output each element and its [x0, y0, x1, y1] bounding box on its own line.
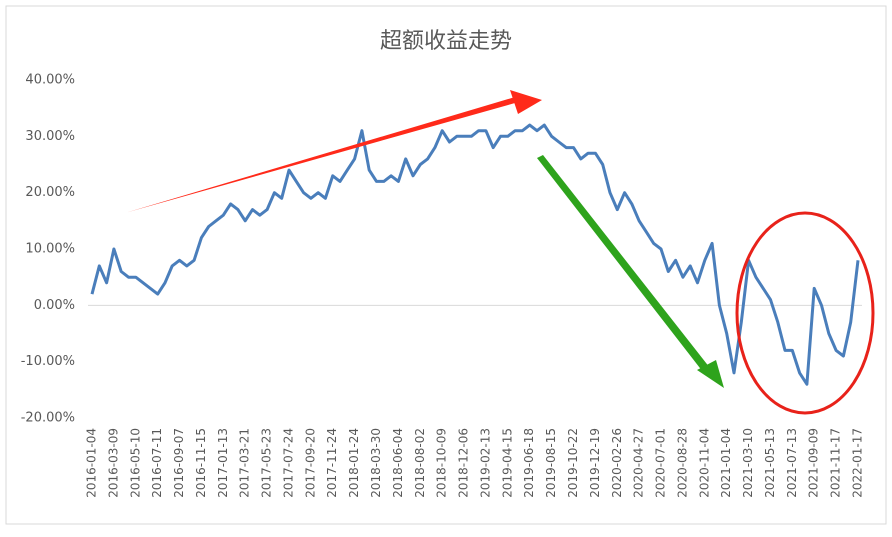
- green-arrow-head: [697, 360, 724, 388]
- y-tick-label: -10.00%: [21, 354, 75, 369]
- x-tick-label: 2018-01-24: [347, 428, 361, 498]
- x-tick-label: 2017-11-24: [325, 428, 339, 498]
- x-tick-label: 2020-11-04: [697, 428, 711, 498]
- x-tick-label: 2016-11-15: [194, 428, 208, 498]
- y-tick-label: 30.00%: [25, 129, 75, 144]
- x-tick-label: 2019-02-13: [478, 428, 492, 498]
- x-tick-label: 2019-04-15: [500, 428, 514, 498]
- y-tick-label: 20.00%: [25, 185, 75, 200]
- x-tick-label: 2022-01-17: [851, 428, 865, 498]
- x-tick-label: 2021-03-10: [741, 428, 755, 498]
- x-tick-label: 2017-03-21: [238, 428, 252, 498]
- x-tick-label: 2020-08-28: [675, 428, 689, 498]
- x-tick-label: 2018-08-02: [413, 428, 427, 498]
- y-tick-label: -20.00%: [21, 411, 75, 426]
- x-tick-label: 2020-02-26: [610, 428, 624, 498]
- chart-frame: [5, 5, 887, 525]
- x-tick-label: 2021-09-09: [807, 428, 821, 498]
- highlight-circle: [735, 211, 875, 415]
- x-tick-label: 2017-07-24: [281, 428, 295, 498]
- x-tick-label: 2019-06-18: [522, 428, 536, 498]
- data-line: [90, 123, 860, 386]
- y-tick-label: 0.00%: [34, 298, 75, 313]
- x-tick-label: 2016-05-10: [128, 428, 142, 498]
- x-tick-label: 2018-06-04: [391, 428, 405, 498]
- chart-title: 超额收益走势: [380, 29, 512, 54]
- x-tick-label: 2019-10-22: [566, 428, 580, 498]
- y-tick-label: 40.00%: [25, 73, 75, 88]
- x-tick-label: 2019-12-19: [588, 428, 602, 498]
- x-tick-label: 2017-05-23: [260, 428, 274, 498]
- x-tick-label: 2016-07-11: [150, 428, 164, 498]
- x-tick-label: 2021-07-13: [785, 428, 799, 498]
- x-tick-label: 2016-01-04: [85, 428, 99, 498]
- x-tick-label: 2016-09-07: [172, 428, 186, 498]
- x-tick-label: 2019-08-15: [544, 428, 558, 498]
- x-tick-label: 2017-09-20: [303, 428, 317, 498]
- x-tick-label: 2020-04-27: [632, 428, 646, 498]
- x-tick-label: 2016-03-09: [106, 428, 120, 498]
- red-arrow-shaft: [125, 97, 515, 213]
- green-arrow-shaft: [537, 155, 710, 372]
- x-tick-label: 2021-05-13: [763, 428, 777, 498]
- x-tick-label: 2018-03-30: [369, 428, 383, 498]
- x-tick-label: 2021-11-17: [829, 428, 843, 498]
- x-tick-label: 2021-01-04: [719, 428, 733, 498]
- x-tick-label: 2018-12-06: [457, 428, 471, 498]
- x-tick-label: 2020-07-01: [654, 428, 668, 498]
- x-tick-label: 2018-10-09: [435, 428, 449, 498]
- x-tick-label: 2017-01-13: [216, 428, 230, 498]
- red-arrow-head: [510, 90, 542, 114]
- y-tick-label: 10.00%: [25, 242, 75, 257]
